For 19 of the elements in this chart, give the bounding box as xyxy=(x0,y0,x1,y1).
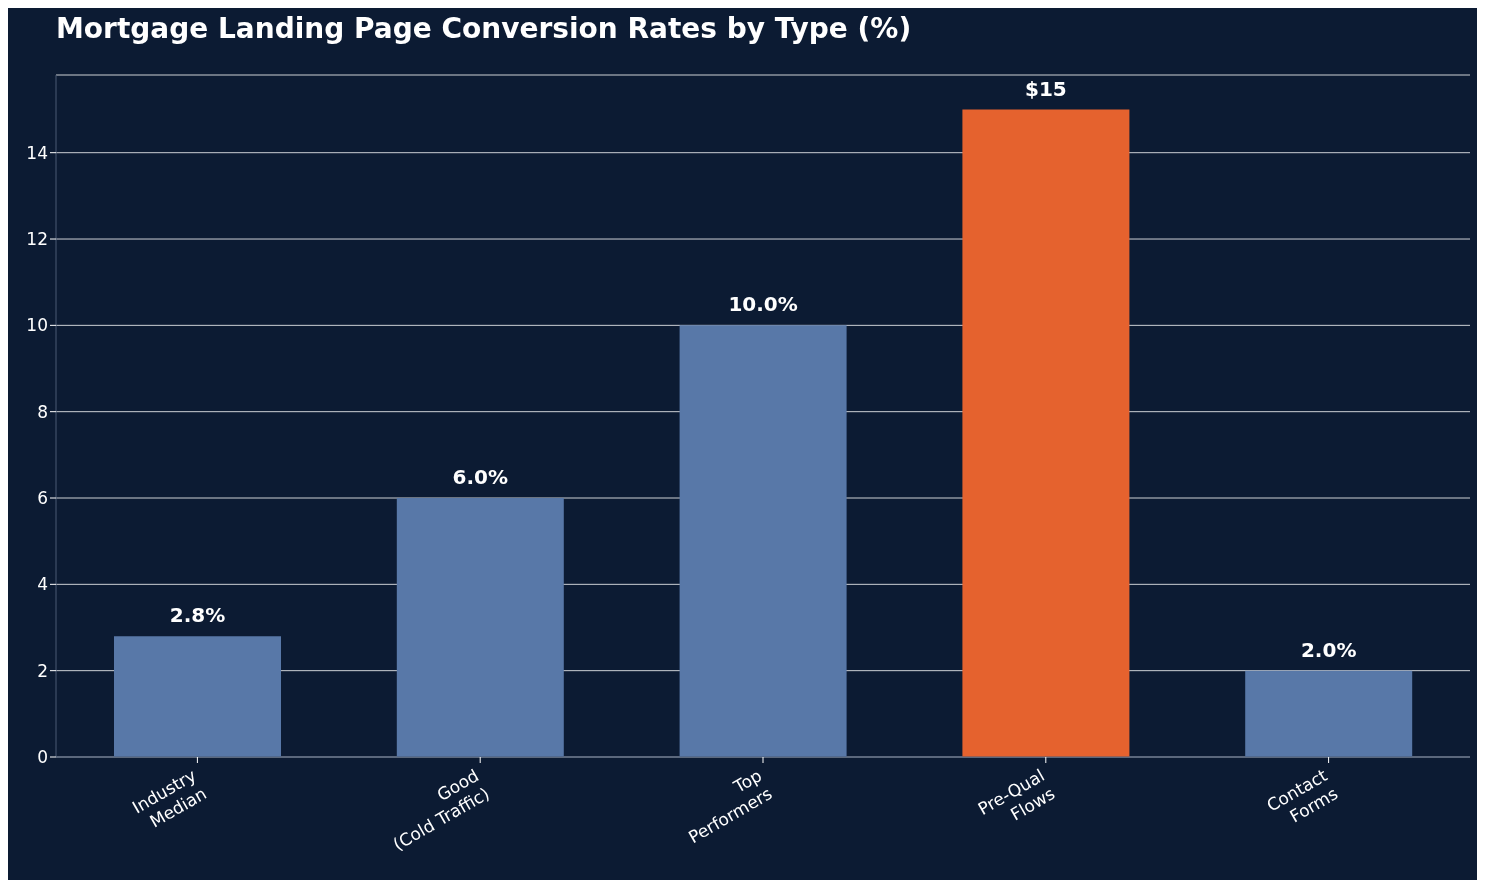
bar xyxy=(962,109,1130,757)
data-label: 2.0% xyxy=(1300,637,1357,662)
y-tick-label: 12 xyxy=(26,229,48,250)
y-tick-label: 8 xyxy=(37,401,48,422)
data-label: 6.0% xyxy=(452,465,509,490)
bar xyxy=(1245,670,1413,757)
y-tick-label: 14 xyxy=(26,142,48,163)
y-tick-label: 6 xyxy=(37,488,48,509)
y-tick-label: 4 xyxy=(37,574,48,595)
y-tick-label: 10 xyxy=(26,315,48,336)
y-tick-label: 2 xyxy=(37,660,48,681)
y-tick-label: 0 xyxy=(37,747,48,768)
bar xyxy=(396,498,564,757)
bar xyxy=(679,325,847,757)
bar xyxy=(114,636,281,757)
data-label: $15 xyxy=(1025,76,1067,101)
data-label: 2.8% xyxy=(169,603,226,628)
chart-title: Mortgage Landing Page Conversion Rates by Type (%) xyxy=(56,12,912,45)
data-label: 10.0% xyxy=(728,292,798,317)
